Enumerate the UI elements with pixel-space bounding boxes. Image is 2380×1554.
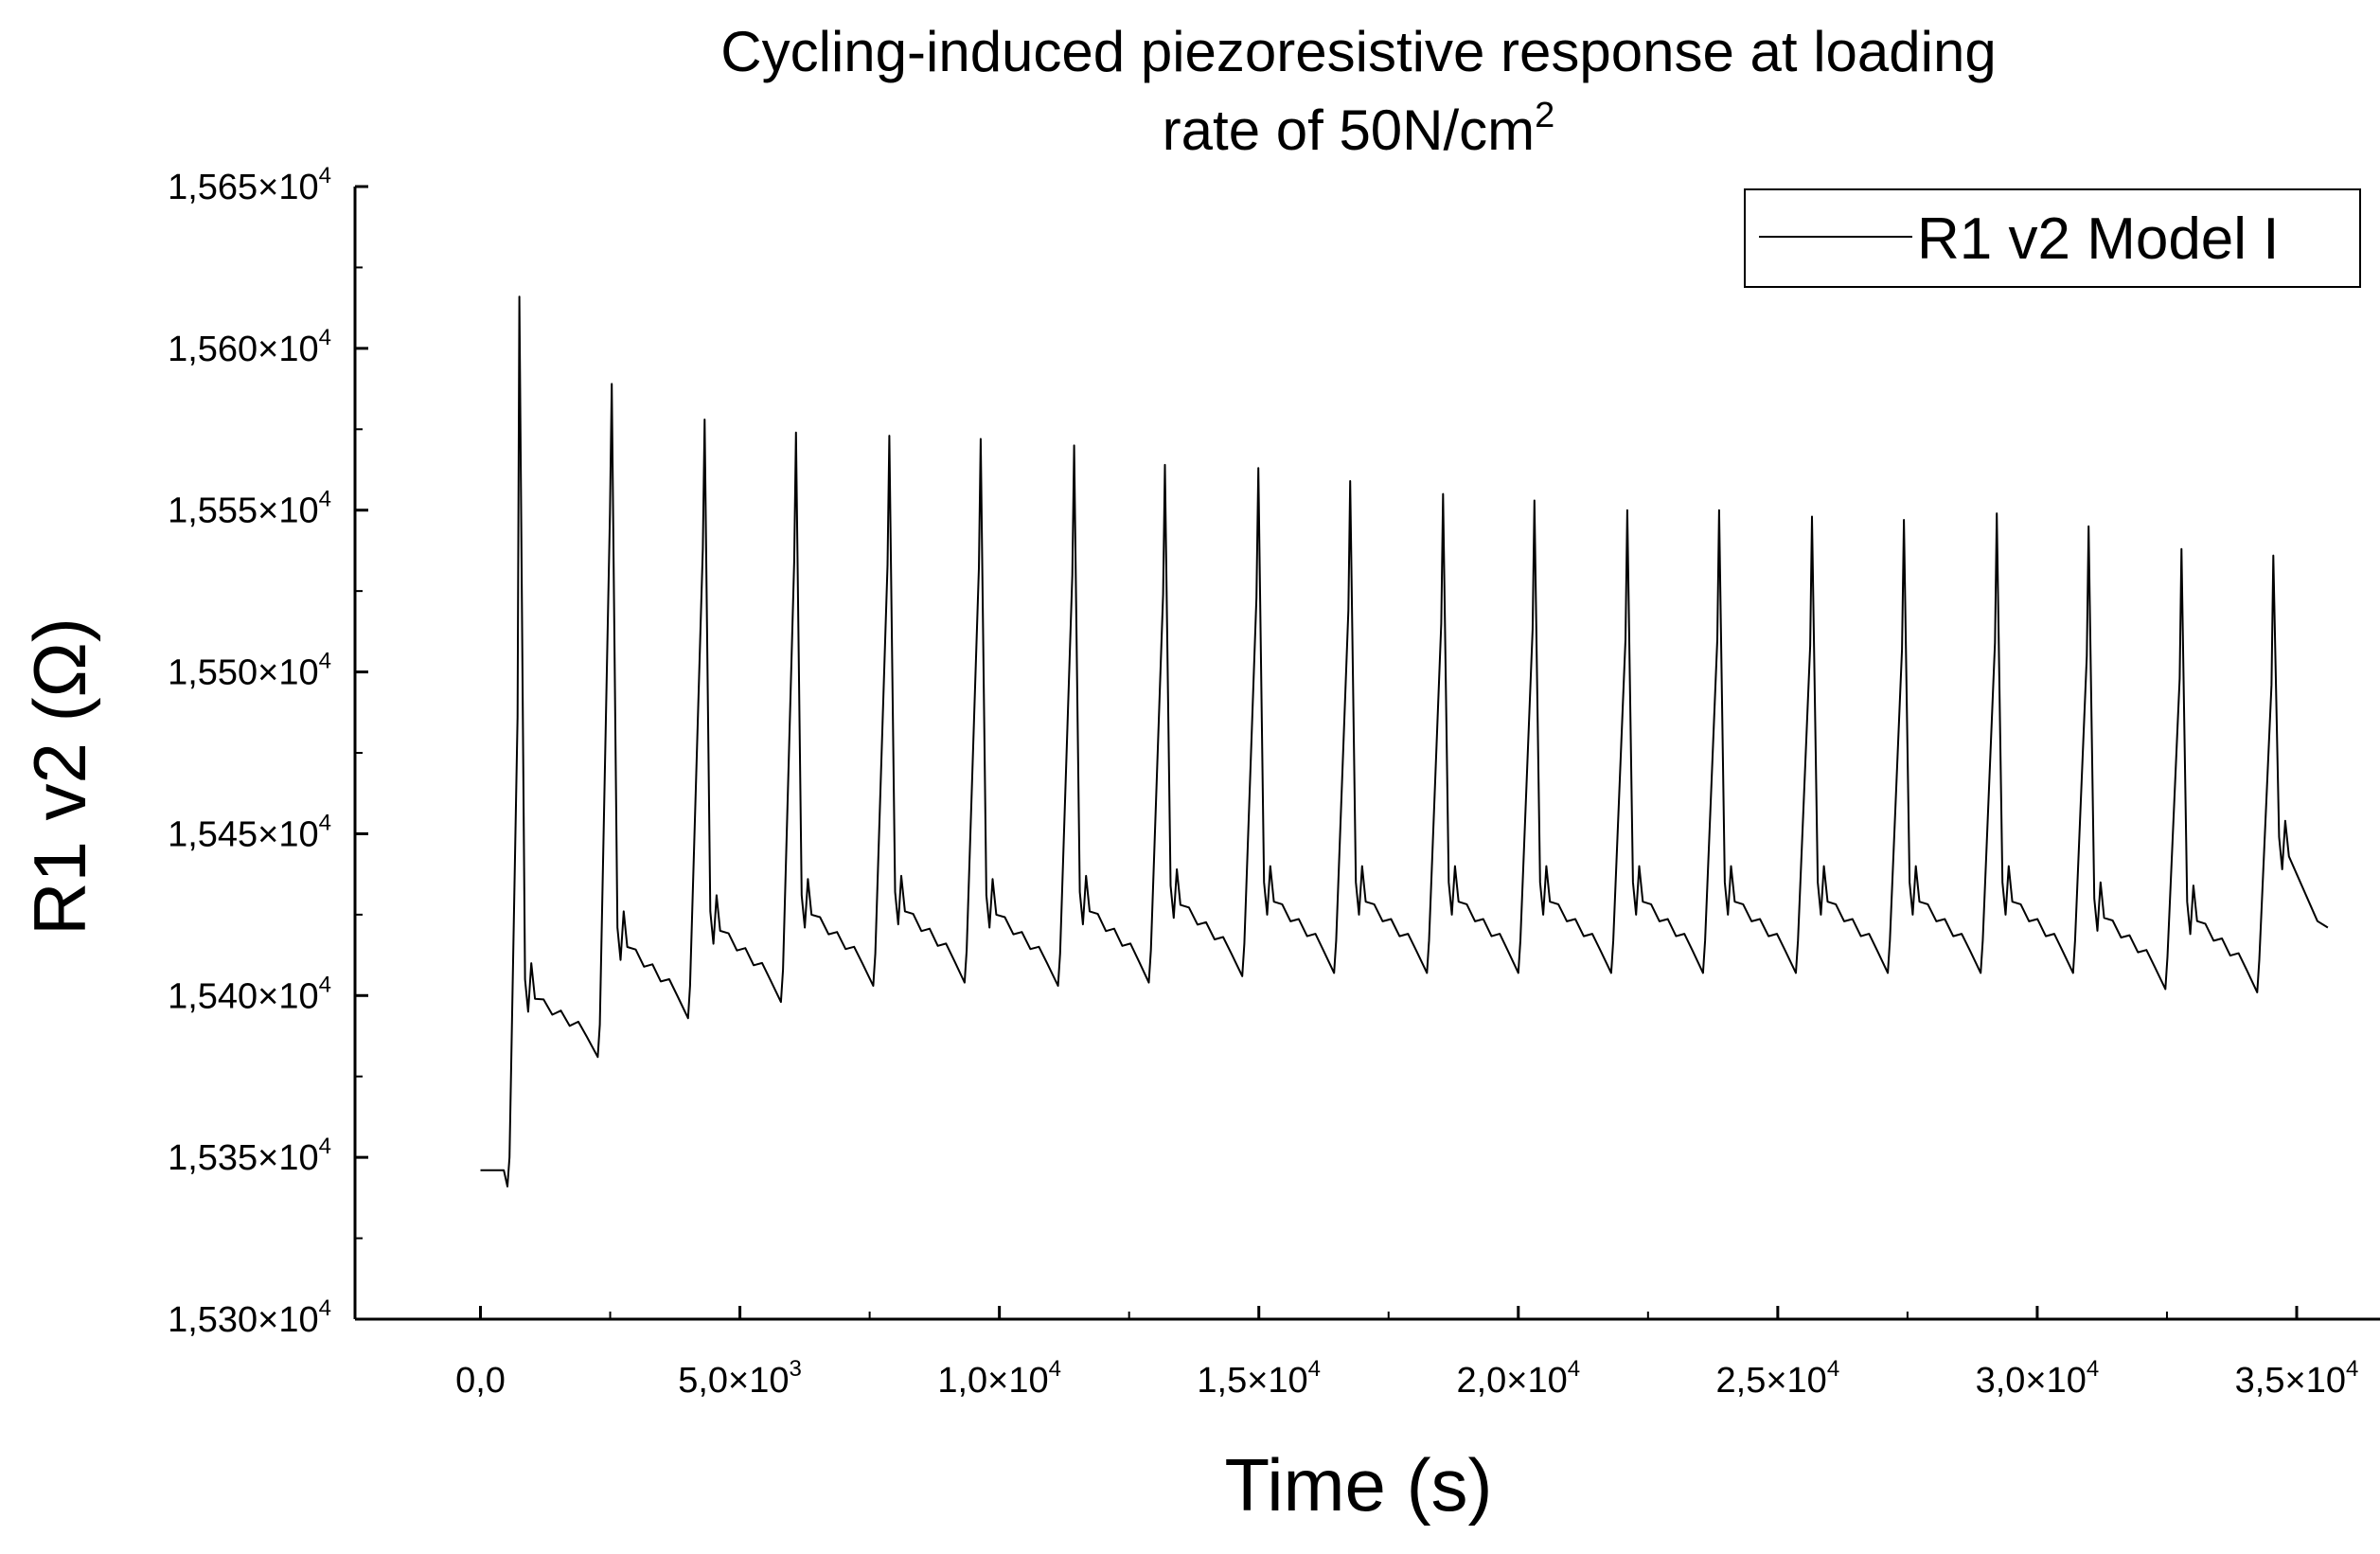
x-ticks: 0,0 5,0×103 1,0×104 1,5×104 2,0×104 2,5×104 3,…: [455, 1306, 2358, 1401]
x-tick-label: 2,0×104: [1456, 1356, 1580, 1401]
chart-title-line2-sup: 2: [1535, 96, 1554, 135]
legend-box: [1744, 188, 2361, 288]
x-tick-label: 1,0×104: [937, 1356, 1061, 1401]
y-tick-label: 1,535×104: [168, 1134, 331, 1178]
x-tick-label: 5,0×103: [678, 1356, 802, 1401]
chart-title-line2: rate of 50N/cm2: [1163, 96, 1555, 162]
plot-area: [355, 187, 2380, 1319]
y-tick-label: 1,555×104: [168, 487, 331, 531]
chart-title-line1: Cycling-induced piezoresistive response …: [720, 20, 1996, 83]
legend-label: R1 v2 Model I: [1917, 206, 2280, 272]
x-tick-label: 3,5×104: [2235, 1356, 2359, 1401]
x-axis-title: Time (s): [1224, 1443, 1492, 1527]
chart-title-line2-text: rate of 50N/cm: [1163, 98, 1536, 162]
y-axis-title: R1 v2 (Ω): [18, 617, 101, 936]
y-tick-label: 1,550×104: [168, 649, 331, 693]
y-tick-label: 1,560×104: [168, 325, 331, 369]
x-tick-label: 0,0: [455, 1361, 506, 1401]
y-tick-label: 1,565×104: [168, 163, 331, 207]
series-group: [480, 295, 2329, 1188]
y-ticks: 1,530×104 1,535×104 1,540×104 1,545×104 1,55…: [168, 163, 368, 1340]
x-tick-label: 1,5×104: [1197, 1356, 1321, 1401]
x-tick-label: 2,5×104: [1716, 1356, 1840, 1401]
y-tick-label: 1,545×104: [168, 810, 331, 854]
y-tick-label: 1,540×104: [168, 972, 331, 1016]
y-tick-label: 1,530×104: [168, 1295, 331, 1340]
x-tick-label: 3,0×104: [1976, 1356, 2100, 1401]
legend: R1 v2 Model I: [1744, 188, 2361, 288]
series-line: [480, 295, 2329, 1188]
